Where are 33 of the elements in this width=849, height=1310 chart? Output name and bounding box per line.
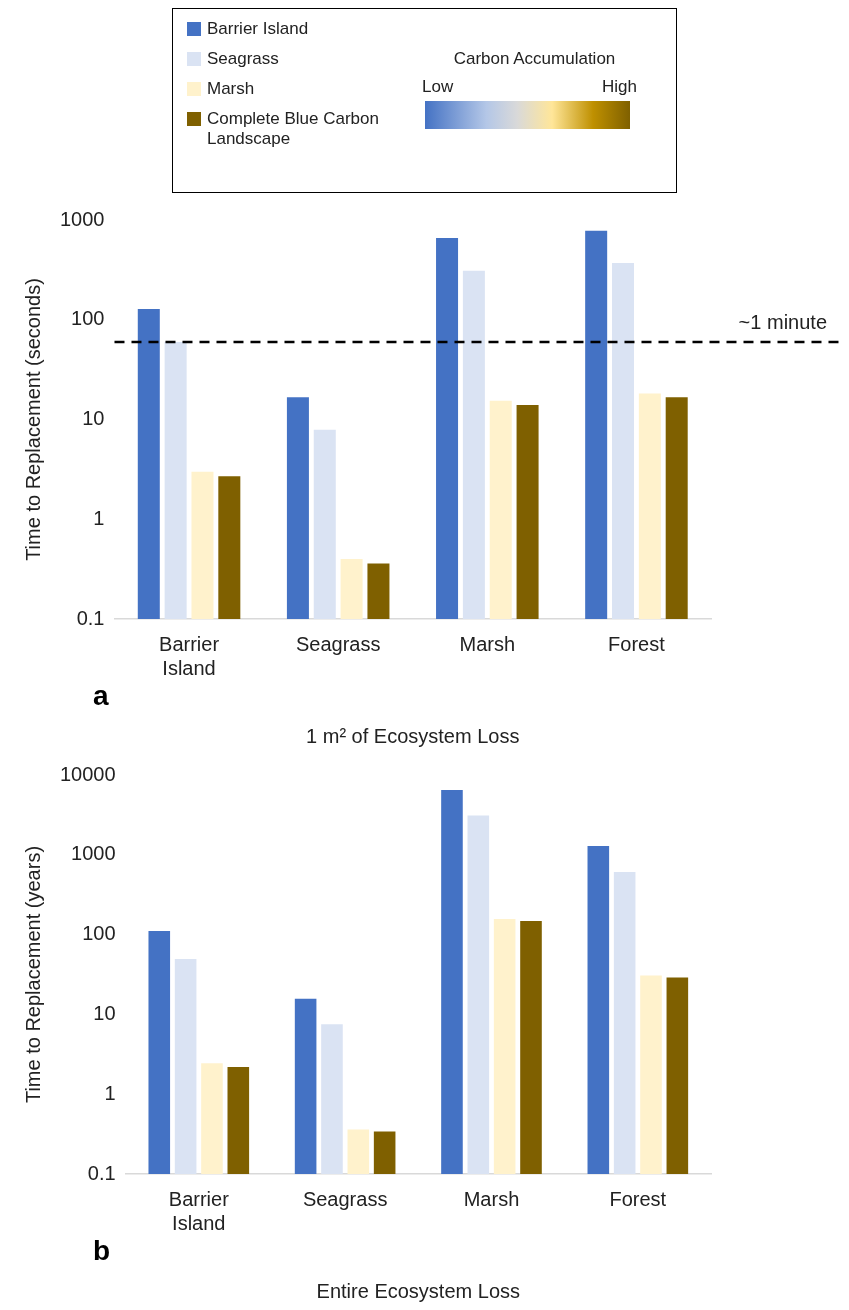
text: a [93,680,109,711]
text: b [93,1235,111,1266]
y-tick-label: 1 [93,506,105,529]
y-tick-label: 1000 [59,207,105,230]
y-tick-label: 100 [71,307,105,330]
x-tick-label: Seagrass [295,632,381,655]
y-tick-label: 1 [104,1081,116,1104]
y-axis-title: Time to Replacement (years) [21,845,44,1104]
x-tick-label: Seagrass [302,1187,388,1210]
text: Carbon Accumulation [452,49,617,69]
y-tick-label: 10 [82,407,105,430]
y-tick-label: 0.1 [76,606,105,629]
x-tick-label: Barrier Island [159,632,220,679]
y-tick-label: 0.1 [87,1161,116,1184]
x-tick-label: Forest [608,632,666,655]
legend-label: Seagrass [207,49,279,69]
y-tick-label: 100 [82,922,116,945]
text: High [602,77,637,97]
x-axis-title: 1 m² of Ecosystem Loss [306,724,520,747]
text: Low [422,77,454,97]
y-tick-label: 10 [93,1001,116,1024]
y-tick-label: 10000 [59,762,116,785]
legend-label: Complete Blue Carbon Landscape [207,109,380,149]
x-tick-label: Marsh [459,632,516,655]
x-tick-label: Forest [609,1187,667,1210]
x-axis-title: Entire Ecosystem Loss [316,1279,521,1302]
y-tick-label: 1000 [71,842,116,865]
legend-label: Barrier Island [207,19,309,39]
x-tick-label: Barrier Island [168,1187,230,1234]
y-axis-title: Time to Replacement (seconds) [21,278,44,561]
ref-line-label: ~1 minute [738,311,827,334]
x-tick-label: Marsh [463,1187,520,1210]
legend-label: Marsh [207,79,255,99]
